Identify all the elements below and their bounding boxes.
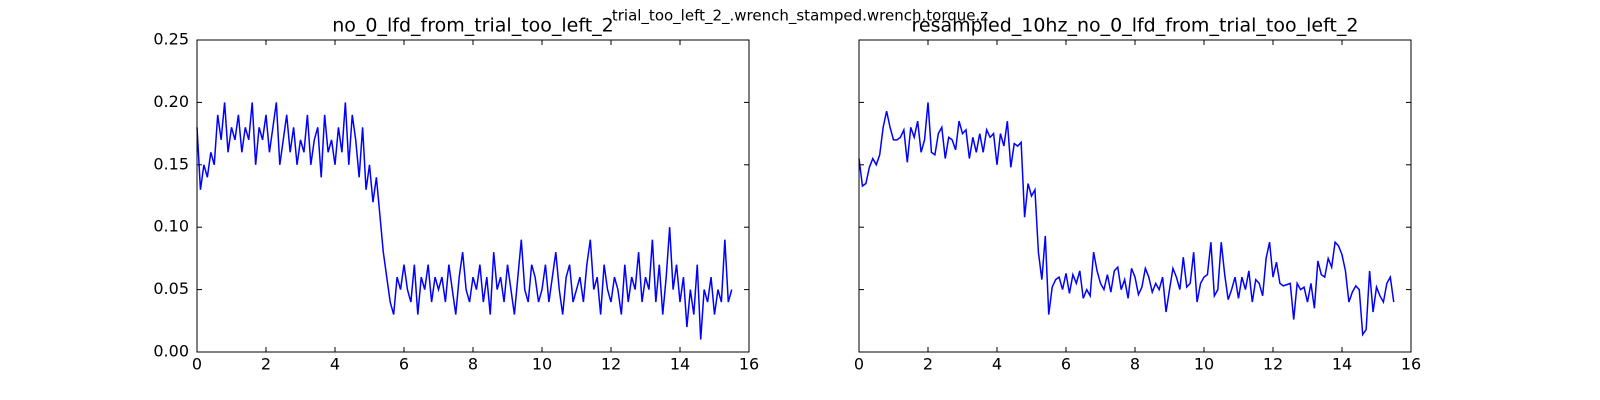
y-tick-label: 0.25 [153,30,189,49]
y-tick-label: 0.20 [153,92,189,111]
data-line [196,102,733,340]
x-tick-label: 4 [992,355,1002,374]
x-tick-label: 4 [330,355,340,374]
x-tick-label: 0 [854,355,864,374]
x-tick-label: 14 [670,355,690,374]
axes-title: resampled_10hz_no_0_lfd_from_trial_too_l… [912,15,1359,37]
y-tick-label: 0.10 [153,217,189,236]
x-tick-label: 8 [468,355,478,374]
x-tick-label: 16 [739,355,759,374]
x-tick-label: 2 [923,355,933,374]
x-tick-label: 6 [399,355,409,374]
figure-title: trial_too_left_2_.wrench_stamped.wrench.… [612,7,988,26]
x-tick-label: 10 [1194,355,1214,374]
x-tick-label: 14 [1332,355,1352,374]
x-tick-label: 8 [1130,355,1140,374]
x-tick-label: 16 [1401,355,1421,374]
x-tick-label: 0 [192,355,202,374]
axes-title: no_0_lfd_from_trial_too_left_2 [332,15,614,37]
y-tick-label: 0.00 [153,342,189,361]
y-tick-label: 0.05 [153,279,189,298]
x-tick-label: 12 [1263,355,1283,374]
x-tick-label: 2 [261,355,271,374]
y-tick-label: 0.15 [153,154,189,173]
x-tick-label: 10 [532,355,552,374]
x-tick-label: 12 [601,355,621,374]
axes-frame [858,39,1412,353]
axes-frame [196,39,750,353]
x-tick-label: 6 [1061,355,1071,374]
data-line [858,102,1395,337]
